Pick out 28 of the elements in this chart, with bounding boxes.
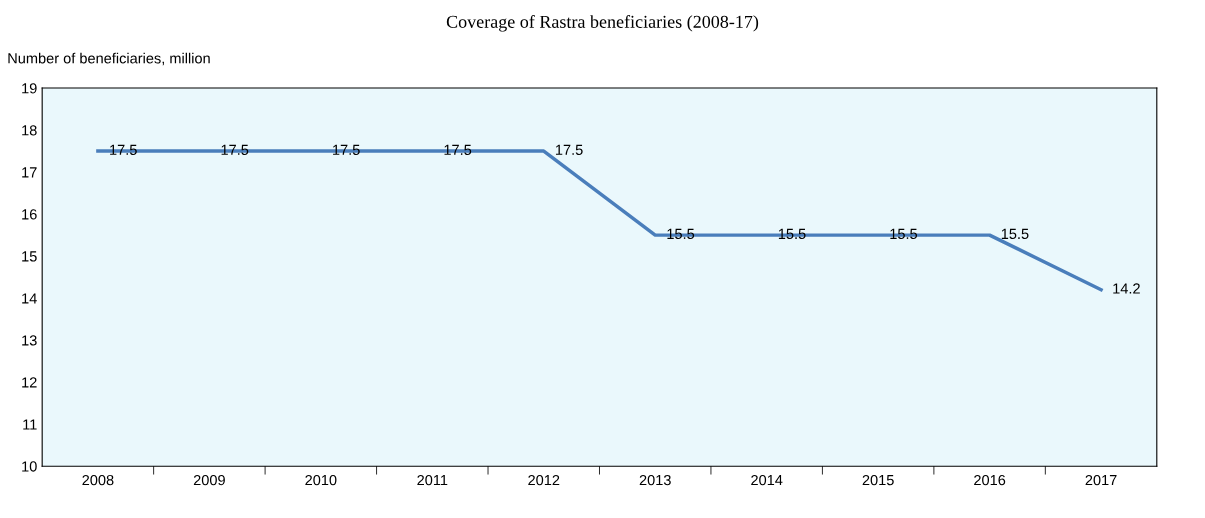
- x-tick-label: 2008: [82, 474, 114, 486]
- y-tick-label: 15: [22, 251, 37, 262]
- y-tick-label: 12: [22, 377, 37, 388]
- x-tick-label: 2014: [751, 474, 783, 486]
- x-tick-label: 2010: [305, 474, 337, 486]
- x-tick-label: 2017: [1085, 474, 1117, 486]
- data-label: 14.2: [1113, 283, 1140, 294]
- x-tick-label: 2016: [974, 474, 1006, 486]
- data-label: 15.5: [667, 228, 695, 240]
- y-tick-label: 11: [23, 419, 37, 430]
- chart-title: Coverage of Rastra beneficiaries (2008-17): [446, 15, 759, 32]
- y-tick-label: 10: [22, 461, 37, 472]
- y-tick-label: 17: [22, 167, 37, 178]
- data-label: 15.5: [778, 228, 806, 240]
- y-tick-label: 14: [22, 293, 37, 304]
- y-tick-label: 18: [22, 125, 37, 136]
- x-tick-label: 2012: [528, 474, 560, 486]
- x-tick-label: 2013: [639, 474, 671, 486]
- x-tick-label: 2011: [417, 474, 448, 486]
- data-label: 15.5: [1001, 228, 1029, 240]
- x-tick-label: 2015: [862, 474, 894, 486]
- y-tick-label: 16: [22, 209, 37, 220]
- x-tick-label: 2009: [193, 474, 225, 486]
- y-axis-title: Number of beneficiaries, million: [8, 52, 210, 66]
- data-label: 15.5: [890, 228, 918, 240]
- y-tick-label: 19: [22, 83, 37, 94]
- y-tick-label: 13: [22, 335, 37, 346]
- data-label: 17.5: [555, 144, 583, 155]
